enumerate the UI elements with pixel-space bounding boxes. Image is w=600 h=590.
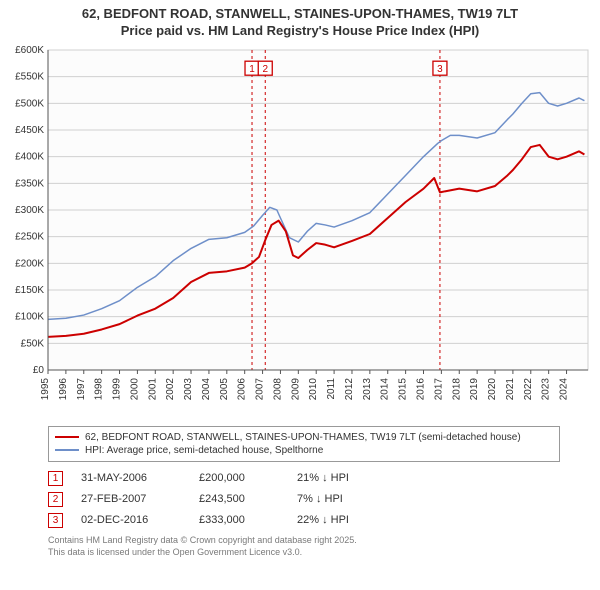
svg-text:2014: 2014 — [380, 377, 391, 400]
svg-text:2009: 2009 — [290, 377, 301, 400]
svg-text:1997: 1997 — [76, 377, 87, 400]
svg-text:2007: 2007 — [255, 377, 266, 400]
svg-text:2011: 2011 — [326, 377, 337, 399]
sales-diff: 21% ↓ HPI — [297, 472, 387, 484]
sales-table: 1 31-MAY-2006 £200,000 21% ↓ HPI 2 27-FEB-200… — [48, 468, 560, 531]
chart-svg: £0 £50K £100K £150K £200K £250K £300K £350K £400… — [0, 42, 600, 422]
footer-attribution: Contains HM Land Registry data © Crown c… — [48, 535, 560, 558]
sales-marker: 2 — [48, 492, 63, 507]
svg-text:2002: 2002 — [165, 377, 176, 400]
svg-text:2000: 2000 — [129, 377, 140, 400]
svg-text:£450K: £450K — [15, 125, 44, 136]
svg-text:1: 1 — [249, 64, 255, 75]
chart-title-line2: Price paid vs. HM Land Registry's House … — [0, 23, 600, 42]
svg-text:£200K: £200K — [15, 258, 44, 269]
svg-text:2021: 2021 — [505, 377, 516, 400]
svg-text:£100K: £100K — [15, 312, 44, 323]
sales-price: £200,000 — [199, 472, 279, 484]
legend: 62, BEDFONT ROAD, STANWELL, STAINES-UPON… — [48, 426, 560, 462]
svg-text:£600K: £600K — [15, 45, 44, 56]
svg-text:£400K: £400K — [15, 152, 44, 163]
sales-price: £333,000 — [199, 514, 279, 526]
svg-text:£0: £0 — [33, 365, 45, 376]
legend-swatch — [55, 449, 79, 451]
sales-date: 27-FEB-2007 — [81, 493, 181, 505]
svg-text:£550K: £550K — [15, 72, 44, 83]
svg-text:2024: 2024 — [559, 377, 570, 400]
svg-text:3: 3 — [437, 64, 443, 75]
sales-row: 3 02-DEC-2016 £333,000 22% ↓ HPI — [48, 510, 560, 531]
svg-text:2016: 2016 — [415, 377, 426, 400]
sales-marker: 1 — [48, 471, 63, 486]
svg-text:£50K: £50K — [21, 338, 45, 349]
svg-text:2: 2 — [262, 64, 268, 75]
svg-text:2013: 2013 — [362, 377, 373, 400]
svg-text:1996: 1996 — [58, 377, 69, 400]
svg-text:£250K: £250K — [15, 232, 44, 243]
legend-label: 62, BEDFONT ROAD, STANWELL, STAINES-UPON… — [85, 432, 521, 443]
svg-text:2017: 2017 — [433, 377, 444, 400]
svg-text:2012: 2012 — [344, 377, 355, 400]
svg-text:1998: 1998 — [94, 377, 105, 400]
chart-title-line1: 62, BEDFONT ROAD, STANWELL, STAINES-UPON… — [0, 0, 600, 23]
svg-text:£300K: £300K — [15, 205, 44, 216]
sales-price: £243,500 — [199, 493, 279, 505]
svg-text:£350K: £350K — [15, 178, 44, 189]
footer-line1: Contains HM Land Registry data © Crown c… — [48, 535, 560, 547]
sales-diff: 22% ↓ HPI — [297, 514, 387, 526]
legend-label: HPI: Average price, semi-detached house,… — [85, 445, 323, 456]
line-chart: £0 £50K £100K £150K £200K £250K £300K £350K £400… — [0, 42, 600, 422]
svg-text:2003: 2003 — [183, 377, 194, 400]
sales-row: 1 31-MAY-2006 £200,000 21% ↓ HPI — [48, 468, 560, 489]
footer-line2: This data is licensed under the Open Gov… — [48, 547, 560, 559]
sales-marker: 3 — [48, 513, 63, 528]
svg-text:2018: 2018 — [451, 377, 462, 400]
svg-text:2019: 2019 — [469, 377, 480, 400]
svg-text:2005: 2005 — [219, 377, 230, 400]
svg-text:2001: 2001 — [147, 377, 158, 400]
svg-text:2022: 2022 — [523, 377, 534, 400]
legend-swatch — [55, 436, 79, 438]
sales-row: 2 27-FEB-2007 £243,500 7% ↓ HPI — [48, 489, 560, 510]
legend-row: 62, BEDFONT ROAD, STANWELL, STAINES-UPON… — [55, 431, 553, 444]
svg-text:£500K: £500K — [15, 98, 44, 109]
svg-text:2023: 2023 — [541, 377, 552, 400]
svg-text:2004: 2004 — [201, 377, 212, 400]
svg-text:2008: 2008 — [272, 377, 283, 400]
sales-diff: 7% ↓ HPI — [297, 493, 387, 505]
legend-row: HPI: Average price, semi-detached house,… — [55, 444, 553, 457]
sales-date: 02-DEC-2016 — [81, 514, 181, 526]
svg-text:£150K: £150K — [15, 285, 44, 296]
svg-text:1999: 1999 — [112, 377, 123, 400]
svg-text:2006: 2006 — [237, 377, 248, 400]
svg-text:1995: 1995 — [40, 377, 51, 400]
sales-date: 31-MAY-2006 — [81, 472, 181, 484]
svg-text:2010: 2010 — [308, 377, 319, 400]
svg-text:2020: 2020 — [487, 377, 498, 400]
svg-text:2015: 2015 — [398, 377, 409, 400]
